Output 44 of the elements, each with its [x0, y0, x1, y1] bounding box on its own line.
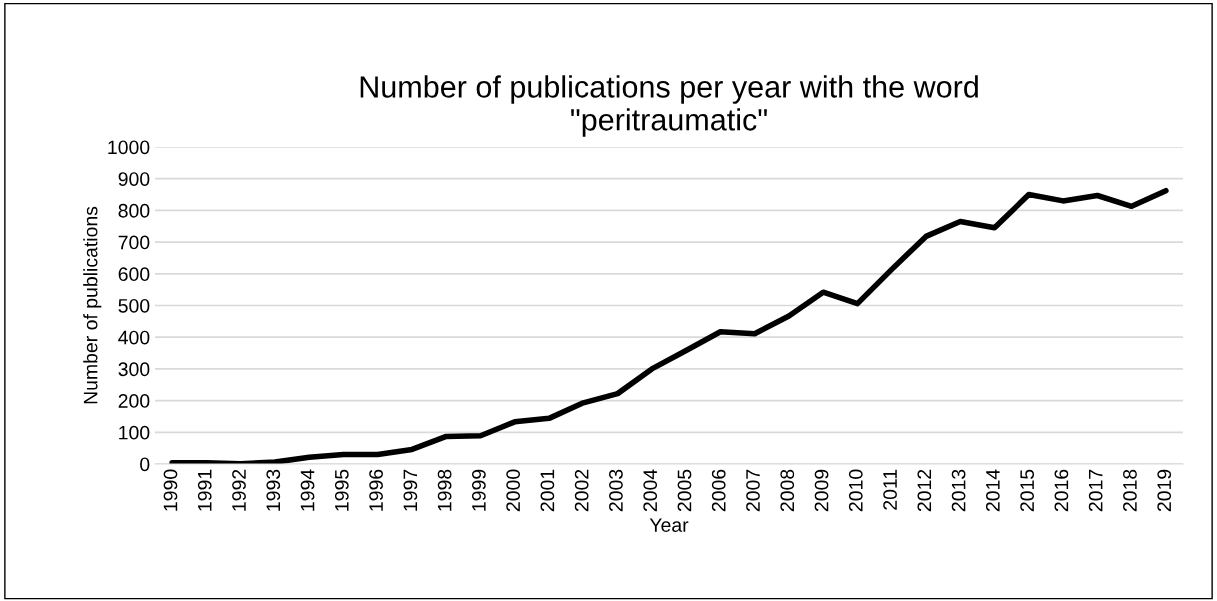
x-tick-label: 1997: [403, 469, 418, 511]
y-tick-label: 1000: [108, 140, 150, 155]
x-tick-label: 2015: [1020, 469, 1035, 512]
x-tick-label: 1999: [471, 469, 486, 511]
y-tick-label: 100: [119, 425, 150, 440]
x-tick-label: 2011: [883, 469, 897, 510]
x-tick-label: 2008: [780, 469, 795, 512]
x-tick-label: 1991: [197, 469, 212, 511]
x-tick-label: 2006: [711, 469, 726, 512]
y-tick-label: 800: [118, 203, 150, 218]
x-tick-label: 2017: [1088, 469, 1103, 512]
y-tick-label: 700: [118, 235, 150, 250]
x-tick-label: 2013: [951, 469, 966, 512]
x-tick-label: 2009: [814, 469, 829, 512]
y-tick-label: 900: [118, 172, 150, 186]
y-tick-label: 500: [118, 298, 150, 313]
chart-title: Number of publications per year with the word "peritraumatic": [360, 75, 978, 137]
x-tick-label: 2002: [574, 469, 589, 512]
x-tick-label: 2001: [540, 469, 555, 512]
x-tick-label: 2012: [917, 469, 932, 512]
y-tick-label: 200: [118, 394, 150, 408]
x-tick-label: 2003: [609, 469, 623, 512]
x-tick-label: 1992: [232, 469, 246, 511]
y-tick-label: 0: [140, 457, 150, 472]
x-tick-label: 2005: [677, 469, 692, 512]
x-tick-label: 1995: [334, 469, 349, 511]
x-tick-label: 1994: [300, 469, 315, 511]
x-tick-label: 2007: [746, 469, 760, 512]
x-tick-label: 2019: [1157, 469, 1172, 512]
x-tick-label: 2016: [1054, 469, 1069, 512]
y-tick-label: 300: [118, 362, 150, 377]
y-axis-title: Number of publications: [83, 206, 102, 404]
x-tick-label: 1998: [437, 469, 452, 511]
y-tick-label: 600: [118, 267, 150, 282]
x-tick-label: 2000: [506, 469, 521, 512]
x-tick-label: 2010: [848, 469, 863, 512]
x-tick-label: 2004: [643, 469, 658, 512]
x-axis-title: Year: [649, 518, 689, 532]
x-tick-label: 2014: [985, 469, 1000, 512]
x-tick-label: 1990: [163, 469, 178, 511]
x-tick-label: 1993: [266, 469, 281, 511]
y-tick-label: 400: [118, 330, 150, 345]
x-tick-label: 1996: [369, 469, 383, 511]
x-tick-label: 2018: [1123, 469, 1137, 512]
